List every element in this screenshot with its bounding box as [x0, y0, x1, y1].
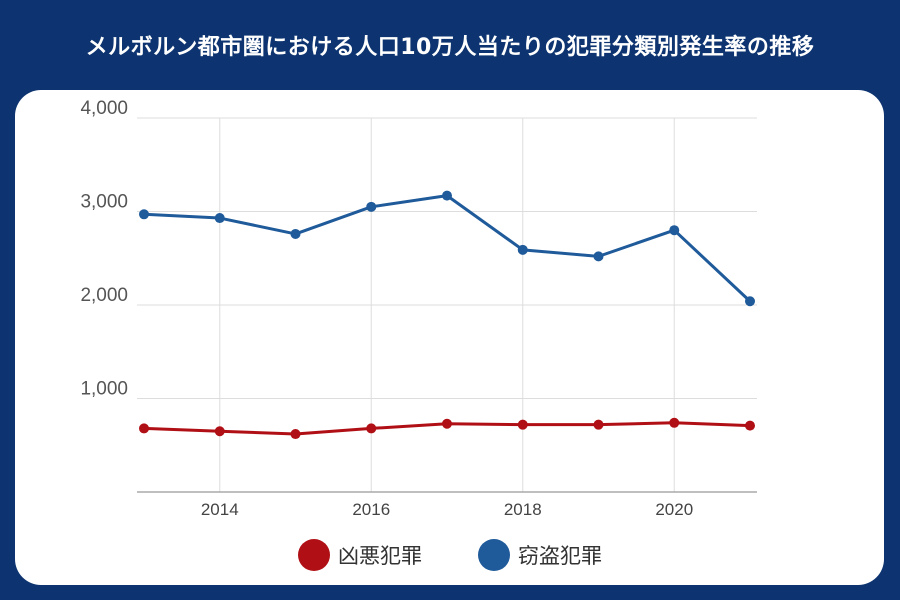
- legend-label-violent: 凶悪犯罪: [338, 544, 422, 568]
- data-point-1: [745, 296, 755, 307]
- data-point-0: [366, 423, 377, 434]
- y-tick-label: 4,000: [80, 98, 128, 119]
- legend-swatch-violent: [298, 539, 330, 571]
- data-point-0: [669, 417, 680, 428]
- y-tick-label: 1,000: [80, 379, 128, 400]
- data-point-1: [442, 190, 452, 201]
- x-tick-label: 2020: [655, 500, 693, 519]
- data-point-0: [593, 419, 604, 430]
- x-tick-label: 2014: [201, 500, 239, 519]
- legend-swatch-theft: [478, 539, 510, 571]
- chart-card: [15, 90, 884, 585]
- data-point-0: [745, 420, 755, 431]
- data-point-1: [366, 201, 377, 212]
- x-tick-label: 2016: [352, 500, 390, 519]
- legend-label-theft: 窃盗犯罪: [518, 544, 602, 568]
- data-point-0: [517, 419, 528, 430]
- data-point-1: [290, 228, 301, 239]
- chart-legend: 凶悪犯罪 窃盗犯罪: [0, 535, 900, 575]
- data-point-1: [214, 213, 225, 224]
- y-tick-label: 3,000: [80, 192, 128, 213]
- data-point-1: [139, 209, 149, 220]
- legend-item-theft[interactable]: 窃盗犯罪: [478, 539, 602, 571]
- legend-item-violent[interactable]: 凶悪犯罪: [298, 539, 422, 571]
- y-tick-label: 2,000: [80, 285, 128, 306]
- data-point-0: [214, 426, 225, 437]
- chart-title: メルボルン都市圏における人口10万人当たりの犯罪分類別発生率の推移: [85, 35, 815, 60]
- data-point-1: [669, 225, 680, 236]
- data-point-1: [517, 244, 528, 255]
- data-point-0: [139, 423, 149, 434]
- data-point-0: [290, 429, 301, 440]
- x-tick-label: 2018: [504, 500, 542, 519]
- data-point-0: [442, 418, 452, 429]
- data-point-1: [593, 251, 604, 262]
